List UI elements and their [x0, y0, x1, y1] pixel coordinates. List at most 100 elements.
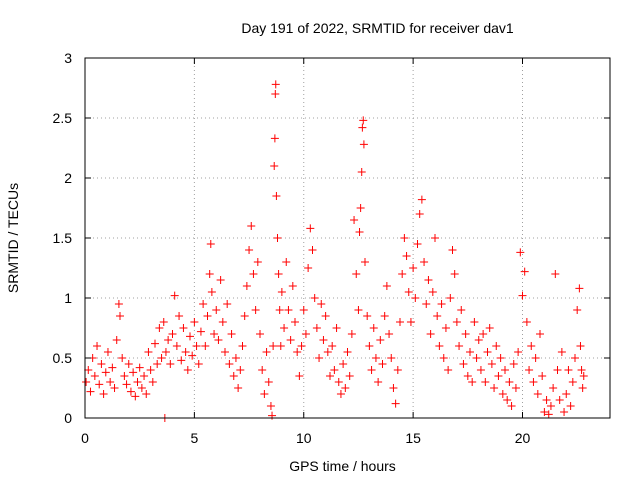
data-point	[84, 366, 93, 374]
data-point	[210, 330, 219, 338]
data-point	[181, 348, 190, 356]
data-point	[505, 378, 514, 386]
data-point	[339, 360, 348, 368]
data-point	[312, 324, 321, 332]
data-point	[308, 246, 317, 254]
data-point	[146, 366, 155, 374]
data-point	[415, 210, 424, 218]
data-point	[315, 354, 324, 362]
data-point	[336, 390, 345, 398]
data-point	[385, 330, 394, 338]
data-point	[448, 246, 457, 254]
data-point	[514, 348, 523, 356]
data-point	[501, 366, 509, 374]
data-point	[144, 348, 153, 356]
data-point	[562, 390, 571, 398]
data-point	[293, 348, 302, 356]
data-point	[402, 252, 411, 260]
x-tick-label: 0	[81, 430, 89, 446]
data-point	[387, 354, 396, 362]
data-point	[297, 342, 306, 350]
data-point	[546, 402, 555, 410]
data-point	[273, 234, 282, 242]
data-point	[533, 390, 542, 398]
data-point	[168, 330, 177, 338]
data-point	[481, 378, 490, 386]
data-point	[516, 248, 525, 257]
data-point	[206, 240, 215, 248]
data-point	[540, 408, 549, 416]
data-point	[496, 354, 505, 362]
data-point	[271, 90, 280, 98]
data-point	[487, 360, 496, 368]
data-point	[270, 162, 279, 170]
data-point	[177, 356, 186, 365]
data-point	[192, 342, 201, 350]
data-point	[260, 390, 269, 398]
data-point	[551, 270, 560, 278]
data-point	[374, 378, 383, 386]
data-point	[564, 366, 573, 374]
data-point	[457, 306, 466, 314]
data-point	[380, 312, 389, 320]
data-point	[347, 330, 356, 338]
data-point	[560, 408, 569, 416]
data-point	[272, 192, 281, 200]
data-point	[253, 258, 262, 266]
data-point	[108, 363, 117, 372]
data-point	[223, 300, 232, 308]
data-point	[352, 270, 361, 278]
data-point	[566, 402, 575, 410]
data-point	[542, 396, 551, 404]
y-tick-label: 0	[64, 410, 72, 426]
data-point	[161, 348, 170, 356]
data-point	[86, 387, 95, 396]
data-point	[295, 372, 304, 380]
data-point	[431, 234, 439, 242]
data-point	[212, 306, 221, 314]
data-point	[95, 380, 104, 389]
data-point	[133, 378, 142, 386]
data-point	[310, 294, 319, 302]
data-point	[122, 380, 131, 389]
data-point	[124, 360, 133, 368]
data-point	[494, 372, 503, 380]
data-point	[170, 291, 179, 300]
data-point	[216, 276, 225, 284]
data-point	[155, 324, 164, 332]
data-point	[262, 348, 271, 356]
data-point	[93, 342, 102, 350]
data-point	[269, 342, 278, 350]
data-point	[238, 342, 247, 350]
data-point	[437, 300, 446, 308]
data-point	[367, 366, 376, 374]
data-point	[350, 216, 359, 224]
data-point	[361, 258, 369, 266]
data-point	[525, 366, 534, 374]
data-point	[274, 270, 283, 278]
data-point	[116, 312, 124, 320]
data-point	[575, 284, 584, 293]
data-point	[509, 360, 518, 368]
data-point	[439, 354, 448, 362]
data-point	[511, 384, 520, 392]
data-point	[466, 348, 474, 356]
data-point	[578, 384, 587, 392]
data-point	[420, 258, 429, 266]
data-point	[452, 318, 461, 326]
data-point	[485, 324, 494, 332]
data-point	[400, 234, 409, 242]
data-point	[382, 282, 391, 290]
data-point	[229, 372, 238, 380]
data-point	[196, 327, 205, 336]
data-point	[299, 306, 308, 314]
data-point	[153, 360, 162, 368]
data-point	[306, 224, 315, 233]
data-point	[245, 246, 254, 254]
data-point	[422, 300, 431, 308]
data-point	[490, 384, 499, 392]
data-point	[258, 366, 267, 374]
data-point	[577, 366, 586, 374]
data-point	[242, 282, 251, 290]
